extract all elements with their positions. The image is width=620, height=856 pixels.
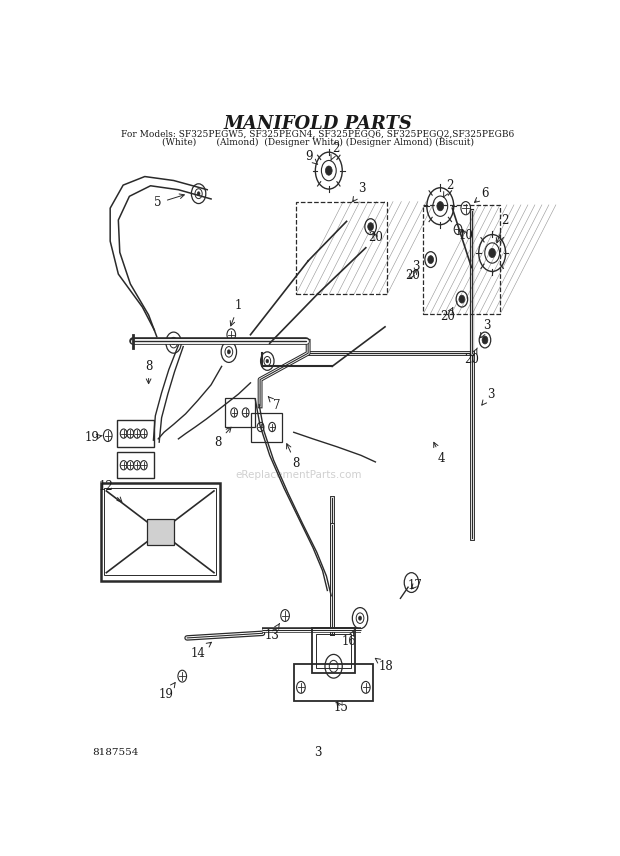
Circle shape xyxy=(172,341,175,345)
Circle shape xyxy=(428,256,433,264)
Text: 9: 9 xyxy=(306,151,317,164)
Circle shape xyxy=(228,350,231,354)
Bar xyxy=(296,202,388,294)
Text: 20: 20 xyxy=(440,307,455,324)
Text: 7: 7 xyxy=(268,396,281,413)
Text: 16: 16 xyxy=(342,630,356,648)
Text: 1: 1 xyxy=(230,300,242,326)
Text: 20: 20 xyxy=(405,269,420,282)
Text: 3: 3 xyxy=(353,182,366,202)
Text: 6: 6 xyxy=(474,187,489,202)
Bar xyxy=(147,519,174,545)
Bar xyxy=(104,488,216,575)
Text: 20: 20 xyxy=(464,348,479,366)
Circle shape xyxy=(197,192,200,196)
Bar xyxy=(423,205,500,313)
Text: 2: 2 xyxy=(330,142,340,161)
Bar xyxy=(316,634,351,669)
Text: 8: 8 xyxy=(145,360,153,383)
Bar xyxy=(117,452,154,479)
Circle shape xyxy=(482,336,488,344)
Text: (White)       (Almond)  (Designer White) (Designer Almond) (Biscuit): (White) (Almond) (Designer White) (Desig… xyxy=(162,138,474,147)
Text: 3: 3 xyxy=(410,259,420,278)
Circle shape xyxy=(459,295,465,303)
Text: 5: 5 xyxy=(154,194,184,210)
Bar xyxy=(117,420,154,447)
Circle shape xyxy=(358,616,361,621)
Text: 13: 13 xyxy=(265,623,280,642)
Text: 3: 3 xyxy=(482,388,495,405)
Text: MANIFOLD PARTS: MANIFOLD PARTS xyxy=(223,115,412,133)
Circle shape xyxy=(266,360,268,363)
Bar xyxy=(224,398,255,427)
Bar xyxy=(251,413,281,442)
Text: 12: 12 xyxy=(99,480,122,502)
Text: 2: 2 xyxy=(496,213,509,243)
Text: 3: 3 xyxy=(314,746,322,759)
Text: 8: 8 xyxy=(286,443,300,471)
Circle shape xyxy=(489,248,495,258)
Text: 4: 4 xyxy=(434,443,445,465)
Text: 10: 10 xyxy=(458,229,473,242)
Text: 8187554: 8187554 xyxy=(92,748,138,757)
Circle shape xyxy=(368,223,373,230)
Circle shape xyxy=(326,166,332,175)
Text: 18: 18 xyxy=(375,658,393,673)
Bar xyxy=(100,483,219,580)
Text: For Models: SF325PEGW5, SF325PEGN4, SF325PEGQ6, SF325PEGQ2,SF325PEGB6: For Models: SF325PEGW5, SF325PEGN4, SF32… xyxy=(121,130,515,139)
Text: 19: 19 xyxy=(159,682,175,701)
Text: 8: 8 xyxy=(214,427,231,449)
Text: 2: 2 xyxy=(443,179,454,197)
Text: 20: 20 xyxy=(368,231,383,244)
Circle shape xyxy=(437,202,444,211)
Text: eReplacementParts.com: eReplacementParts.com xyxy=(235,470,362,480)
Text: 19: 19 xyxy=(84,431,102,444)
Bar xyxy=(312,628,355,673)
Text: 3: 3 xyxy=(480,319,490,338)
Text: 14: 14 xyxy=(190,642,211,660)
Text: 17: 17 xyxy=(407,579,422,591)
Bar xyxy=(294,664,373,700)
Text: 15: 15 xyxy=(334,701,348,714)
